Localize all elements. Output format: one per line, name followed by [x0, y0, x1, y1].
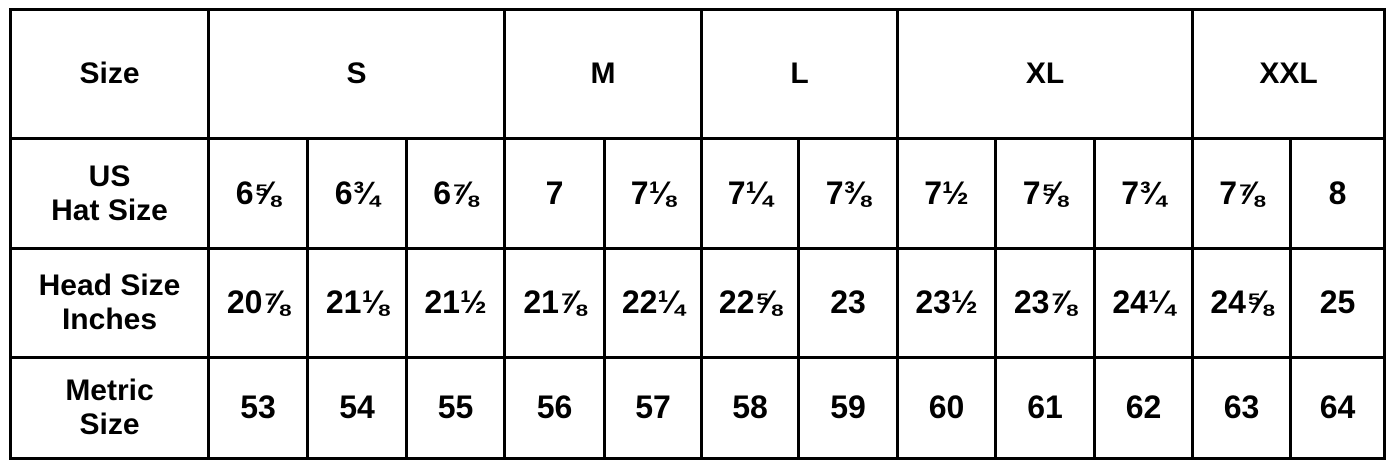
size-group-xl: XL	[896, 8, 1194, 140]
table-cell: 6⅞	[405, 137, 506, 250]
table-cell: 21⅞	[503, 247, 606, 359]
hat-size-chart: Size S M L XL XXL US Hat Size 6⅝ 6¾ 6⅞ 7 7⅛ 7¼ 7…	[9, 8, 1386, 460]
table-cell: 7⅞	[1191, 137, 1292, 250]
row-label-line: Hat Size	[51, 193, 168, 227]
table-cell: 25	[1289, 247, 1386, 359]
table-cell: 60	[896, 356, 997, 460]
size-group-m: M	[503, 8, 703, 140]
table-cell: 23	[797, 247, 899, 359]
table-cell: 59	[797, 356, 899, 460]
table-cell: 22⅝	[700, 247, 800, 359]
table-cell: 24¼	[1093, 247, 1194, 359]
table-cell: 58	[700, 356, 800, 460]
table-cell: 63	[1191, 356, 1292, 460]
table-cell: 20⅞	[207, 247, 309, 359]
table-cell: 7⅜	[797, 137, 899, 250]
size-group-xxl: XXL	[1191, 8, 1386, 140]
table-cell: 55	[405, 356, 506, 460]
us-hat-size-row: US Hat Size 6⅝ 6¾ 6⅞ 7 7⅛ 7¼ 7⅜ 7½ 7⅝ 7¾ 7⅞ 8	[9, 137, 1386, 250]
table-cell: 56	[503, 356, 606, 460]
table-cell: 21⅛	[306, 247, 408, 359]
table-cell: 7½	[896, 137, 997, 250]
table-cell: 22¼	[603, 247, 703, 359]
row-label-line: Head Size	[38, 269, 181, 303]
table-cell: 62	[1093, 356, 1194, 460]
table-cell: 23⅞	[994, 247, 1096, 359]
table-cell: 61	[994, 356, 1096, 460]
table-cell: 7¼	[700, 137, 800, 250]
size-header: Size	[9, 8, 210, 140]
table-cell: 64	[1289, 356, 1386, 460]
head-size-inches-row: Head Size Inches 20⅞ 21⅛ 21½ 21⅞ 22¼ 22⅝ 23 23½ 23…	[9, 247, 1386, 359]
row-label-line: US	[88, 159, 131, 193]
table-cell: 23½	[896, 247, 997, 359]
row-label-line: Metric	[65, 374, 154, 408]
table-cell: 57	[603, 356, 703, 460]
table-cell: 24⅝	[1191, 247, 1292, 359]
table-cell: 6¾	[306, 137, 408, 250]
row-label: US Hat Size	[9, 137, 210, 250]
row-label-line: Size	[79, 408, 140, 441]
table-cell: 8	[1289, 137, 1386, 250]
table-cell: 54	[306, 356, 408, 460]
table-cell: 53	[207, 356, 309, 460]
header-row: Size S M L XL XXL	[9, 8, 1386, 140]
metric-size-row: Metric Size 53 54 55 56 57 58 59 60 61 62 63 64	[9, 356, 1386, 460]
table-cell: 7	[503, 137, 606, 250]
table-cell: 7¾	[1093, 137, 1194, 250]
table-cell: 21½	[405, 247, 506, 359]
row-label: Metric Size	[9, 356, 210, 460]
table-cell: 7⅛	[603, 137, 703, 250]
size-group-s: S	[207, 8, 506, 140]
table-cell: 7⅝	[994, 137, 1096, 250]
table-cell: 6⅝	[207, 137, 309, 250]
size-group-l: L	[700, 8, 899, 140]
row-label: Head Size Inches	[9, 247, 210, 359]
row-label-line: Inches	[61, 303, 158, 336]
